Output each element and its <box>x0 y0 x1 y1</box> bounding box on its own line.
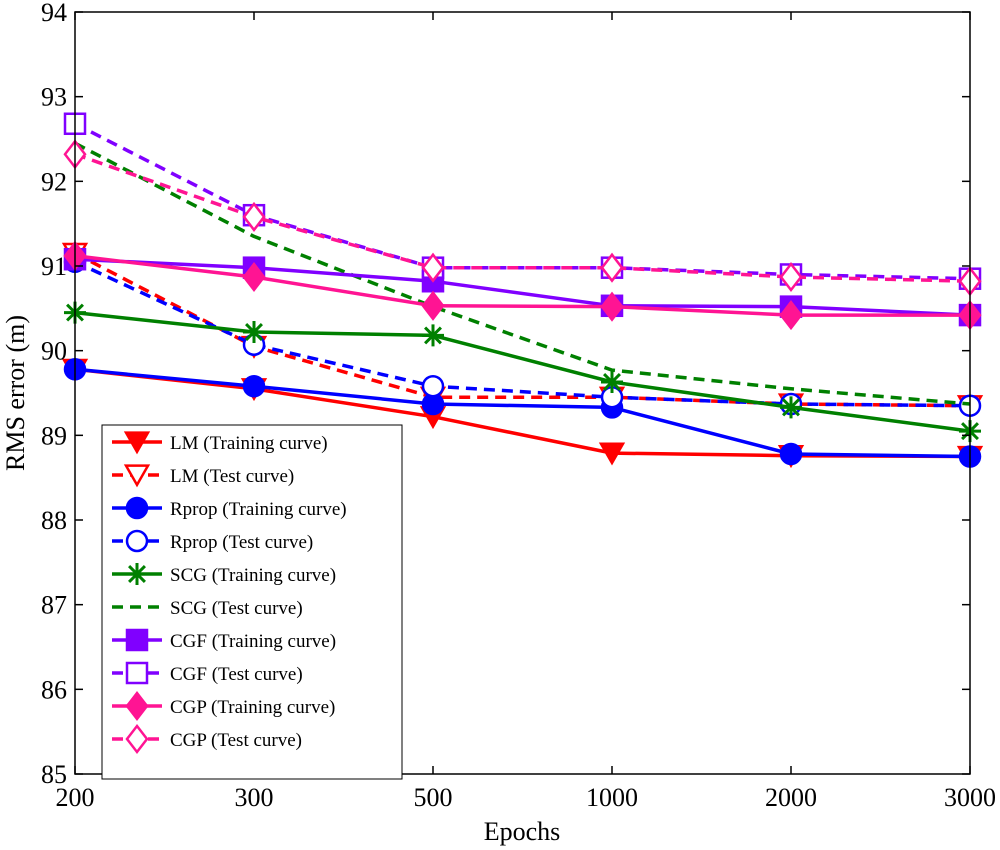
series-line <box>74 260 971 408</box>
legend-marker <box>125 723 149 755</box>
legend-marker <box>123 464 151 488</box>
data-point <box>780 396 802 419</box>
y-tick-label: 94 <box>41 0 67 27</box>
series-line <box>74 310 971 433</box>
data-point <box>600 291 624 322</box>
legend-label: Rprop (Training curve) <box>170 499 347 520</box>
y-tick-label: 92 <box>41 167 67 196</box>
x-tick-label: 200 <box>56 783 95 812</box>
series-5 <box>74 141 971 406</box>
legend-label: Rprop (Test curve) <box>170 532 313 553</box>
series-line <box>74 367 971 459</box>
data-point <box>600 252 624 283</box>
legend-label: CGP (Test curve) <box>170 730 302 751</box>
legend-label: SCG (Training curve) <box>170 565 336 586</box>
legend-marker <box>123 431 151 455</box>
data-point <box>242 261 266 293</box>
data-point <box>243 321 265 344</box>
data-point <box>421 374 445 398</box>
legend-box <box>101 424 403 780</box>
data-point <box>779 261 803 293</box>
y-tick-label: 89 <box>41 421 67 450</box>
series-line <box>74 141 971 406</box>
series-layer <box>61 112 984 469</box>
data-point <box>421 290 445 321</box>
legend-label: SCG (Test curve) <box>170 598 303 619</box>
ticks-layer: 85 86 87 88 89 90 91 92 93 94 200 300 500 1000 2000 300… <box>41 0 996 812</box>
data-point <box>598 442 626 466</box>
plot-frame <box>74 11 971 775</box>
y-tick-label: 91 <box>41 252 67 281</box>
series-line <box>74 152 971 283</box>
y-tick-label: 86 <box>41 675 67 704</box>
legend-marker <box>125 496 149 520</box>
x-tick-label: 500 <box>414 783 453 812</box>
data-point <box>242 374 266 398</box>
legend-label: CGF (Test curve) <box>170 664 303 685</box>
series-line <box>74 254 970 317</box>
data-point <box>421 252 445 283</box>
legend-marker <box>125 690 149 722</box>
data-point <box>242 201 266 232</box>
legend-marker <box>125 628 149 652</box>
y-tick-label: 85 <box>41 760 67 789</box>
data-point <box>779 442 803 466</box>
data-point <box>601 370 623 393</box>
x-tick-label: 300 <box>235 783 274 812</box>
x-axis-label: Epochs <box>484 817 561 846</box>
legend-label: CGF (Training curve) <box>170 631 336 652</box>
legend-marker <box>125 529 149 553</box>
legend-label: CGP (Training curve) <box>170 697 335 718</box>
legend-marker <box>126 563 148 585</box>
y-tick-label: 90 <box>41 337 67 366</box>
x-tick-label: 3000 <box>944 783 996 812</box>
series-9 <box>63 139 982 297</box>
data-point <box>779 300 803 331</box>
y-axis-label: RMS error (m) <box>1 315 30 471</box>
x-tick-label: 1000 <box>586 783 638 812</box>
data-point <box>422 324 444 347</box>
legend-marker <box>125 661 149 685</box>
series-line <box>74 257 971 317</box>
y-tick-label: 88 <box>41 506 67 535</box>
legend: LM (Training curve) LM (Test curve) Rprop … <box>101 424 403 780</box>
legend-label: LM (Training curve) <box>170 433 328 454</box>
y-tick-label: 87 <box>41 591 67 620</box>
y-tick-label: 93 <box>41 83 67 112</box>
legend-label: LM (Test curve) <box>170 466 294 487</box>
series-line <box>74 122 971 281</box>
x-tick-label: 2000 <box>765 783 817 812</box>
